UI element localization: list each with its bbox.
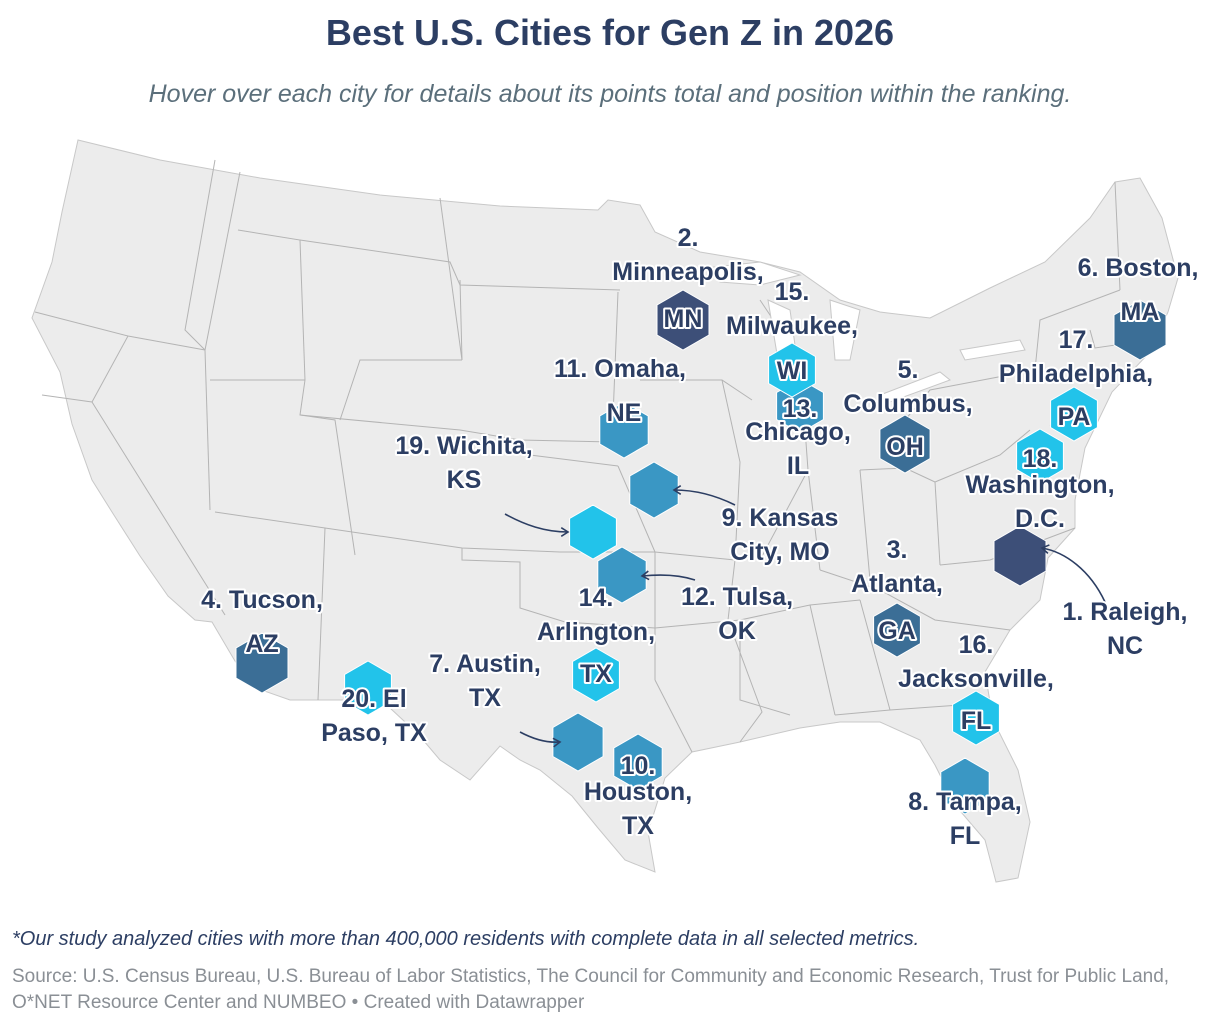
city-hex-omaha-ne[interactable] [599, 401, 649, 459]
us-land [31, 139, 1179, 883]
city-hex-jacksonville-fl[interactable] [952, 690, 1000, 746]
city-hex-milwaukee-wi[interactable] [768, 342, 816, 398]
city-hex-philadelphia-pa[interactable] [1050, 386, 1098, 442]
arrowhead-kansas-city-mo [672, 485, 682, 495]
hex-abbr-houston-tx: 10. [621, 752, 656, 780]
city-label-tampa-fl: FL [950, 822, 981, 850]
hex-abbr-philadelphia-pa: PA [1058, 403, 1091, 431]
chart-subtitle: Hover over each city for details about i… [148, 80, 1072, 108]
city-hex-minneapolis-mn[interactable] [656, 289, 710, 351]
city-label-atlanta-ga: 3. [887, 536, 908, 564]
connector-arrows [504, 485, 1106, 748]
city-label-washington-d-c: Washington, [965, 471, 1114, 499]
city-label-el-paso-tx: Paso, TX [321, 719, 427, 747]
city-label-wichita-ks: KS [447, 466, 482, 494]
city-label-columbus-oh: Columbus, [843, 390, 972, 418]
footnote: *Our study analyzed cities with more tha… [12, 928, 920, 950]
hex-abbr-minneapolis-mn: MN [664, 305, 703, 333]
city-label-omaha-ne: 11. Omaha, [554, 355, 686, 383]
arrow-wichita-ks [504, 513, 569, 533]
city-label-milwaukee-wi: Milwaukee, [726, 312, 858, 340]
city-label-tucson-az: 4. Tucson, [201, 586, 323, 614]
city-hex-washington-d-c[interactable] [1016, 428, 1064, 484]
arrow-tulsa-ok [641, 574, 696, 581]
city-label-kansas-city-mo: City, MO [730, 538, 830, 566]
hex-abbr-atlanta-ga: GA [878, 617, 916, 645]
city-hex-tampa-fl[interactable] [940, 757, 990, 815]
city-label-philadelphia-pa: 17. [1059, 326, 1094, 354]
city-label-tampa-fl: 8. Tampa, [908, 788, 1021, 816]
hex-abbr-milwaukee-wi: WI [777, 357, 808, 385]
city-hex-raleigh-nc[interactable] [993, 525, 1047, 587]
city-label-columbus-oh: 5. [898, 356, 919, 384]
city-hex-boston-ma[interactable] [1113, 299, 1167, 361]
city-label-houston-tx: Houston, [584, 778, 692, 806]
hex-abbr-omaha-ne: NE [607, 399, 642, 427]
city-label-chicago-il: Chicago, [745, 418, 851, 446]
city-label-minneapolis-mn: Minneapolis, [612, 258, 763, 286]
city-label-houston-tx: TX [622, 812, 654, 840]
hex-abbr-jacksonville-fl: FL [961, 707, 992, 735]
city-label-el-paso-tx: 20. El [341, 685, 406, 713]
city-hexagons [235, 289, 1167, 815]
city-label-philadelphia-pa: Philadelphia, [999, 360, 1153, 388]
city-label-atlanta-ga: Atlanta, [851, 570, 943, 598]
state-borders [34, 159, 1151, 753]
us-map: 1. Raleigh, NC 2. Minneapolis, MN 3. Atlanta, G… [31, 139, 1200, 883]
city-label-boston-ma: 6. Boston, [1078, 254, 1199, 282]
arrowhead-wichita-ks [560, 527, 570, 537]
city-label-washington-d-c: D.C. [1015, 505, 1065, 533]
arrowhead-austin-tx [552, 737, 562, 748]
arrowhead-tulsa-ok [640, 570, 650, 581]
city-label-arlington-tx: Arlington, [537, 618, 655, 646]
city-label-jacksonville-fl: Jacksonville, [898, 665, 1054, 693]
city-hex-kansas-city-mo[interactable] [629, 461, 679, 519]
source-note: Source: U.S. Census Bureau, U.S. Bureau … [12, 966, 1170, 1013]
city-label-raleigh-nc: NC [1107, 632, 1143, 660]
city-hex-houston-tx[interactable] [613, 733, 663, 791]
city-label-raleigh-nc: 1. Raleigh, [1062, 598, 1187, 626]
city-label-chicago-il: IL [787, 452, 809, 480]
arrow-austin-tx [519, 731, 561, 743]
city-label-tulsa-ok: 12. Tulsa, [681, 583, 793, 611]
city-hex-arlington-tx[interactable] [572, 647, 620, 703]
hex-abbr-arlington-tx: TX [580, 660, 612, 688]
arrow-kansas-city-mo [673, 489, 736, 506]
arrowhead-raleigh-nc [1040, 544, 1050, 554]
city-hex-tulsa-ok[interactable] [597, 546, 647, 604]
hex-abbr-tucson-az: AZ [245, 630, 278, 658]
city-labels: 1. Raleigh, NC 2. Minneapolis, MN 3. Atlanta, G… [199, 222, 1200, 852]
city-hex-atlanta-ga[interactable] [873, 602, 921, 658]
arrow-raleigh-nc [1041, 547, 1106, 603]
hex-abbr-columbus-oh: OH [886, 433, 924, 461]
city-label-austin-tx: TX [469, 684, 501, 712]
city-hex-columbus-oh[interactable] [879, 414, 931, 474]
chart-title: Best U.S. Cities for Gen Z in 2026 [325, 12, 895, 53]
city-label-austin-tx: 7. Austin, [429, 650, 541, 678]
city-hex-tucson-az[interactable] [235, 632, 289, 694]
hex-abbr-chicago-il: 13. [783, 395, 818, 423]
city-label-minneapolis-mn: 2. [678, 224, 699, 252]
city-label-arlington-tx: 14. [579, 584, 614, 612]
hex-abbr-boston-ma: MA [1121, 298, 1160, 326]
city-label-jacksonville-fl: 16. [959, 631, 994, 659]
city-label-tulsa-ok: OK [718, 617, 756, 645]
city-hex-wichita-ks[interactable] [569, 504, 617, 560]
city-label-milwaukee-wi: 15. [775, 278, 810, 306]
city-label-kansas-city-mo: 9. Kansas [722, 504, 839, 532]
city-hex-el-paso-tx[interactable] [344, 660, 392, 716]
city-label-wichita-ks: 19. Wichita, [395, 432, 532, 460]
city-hex-austin-tx[interactable] [552, 712, 604, 772]
hex-abbr-washington-d-c: 18. [1023, 445, 1058, 473]
